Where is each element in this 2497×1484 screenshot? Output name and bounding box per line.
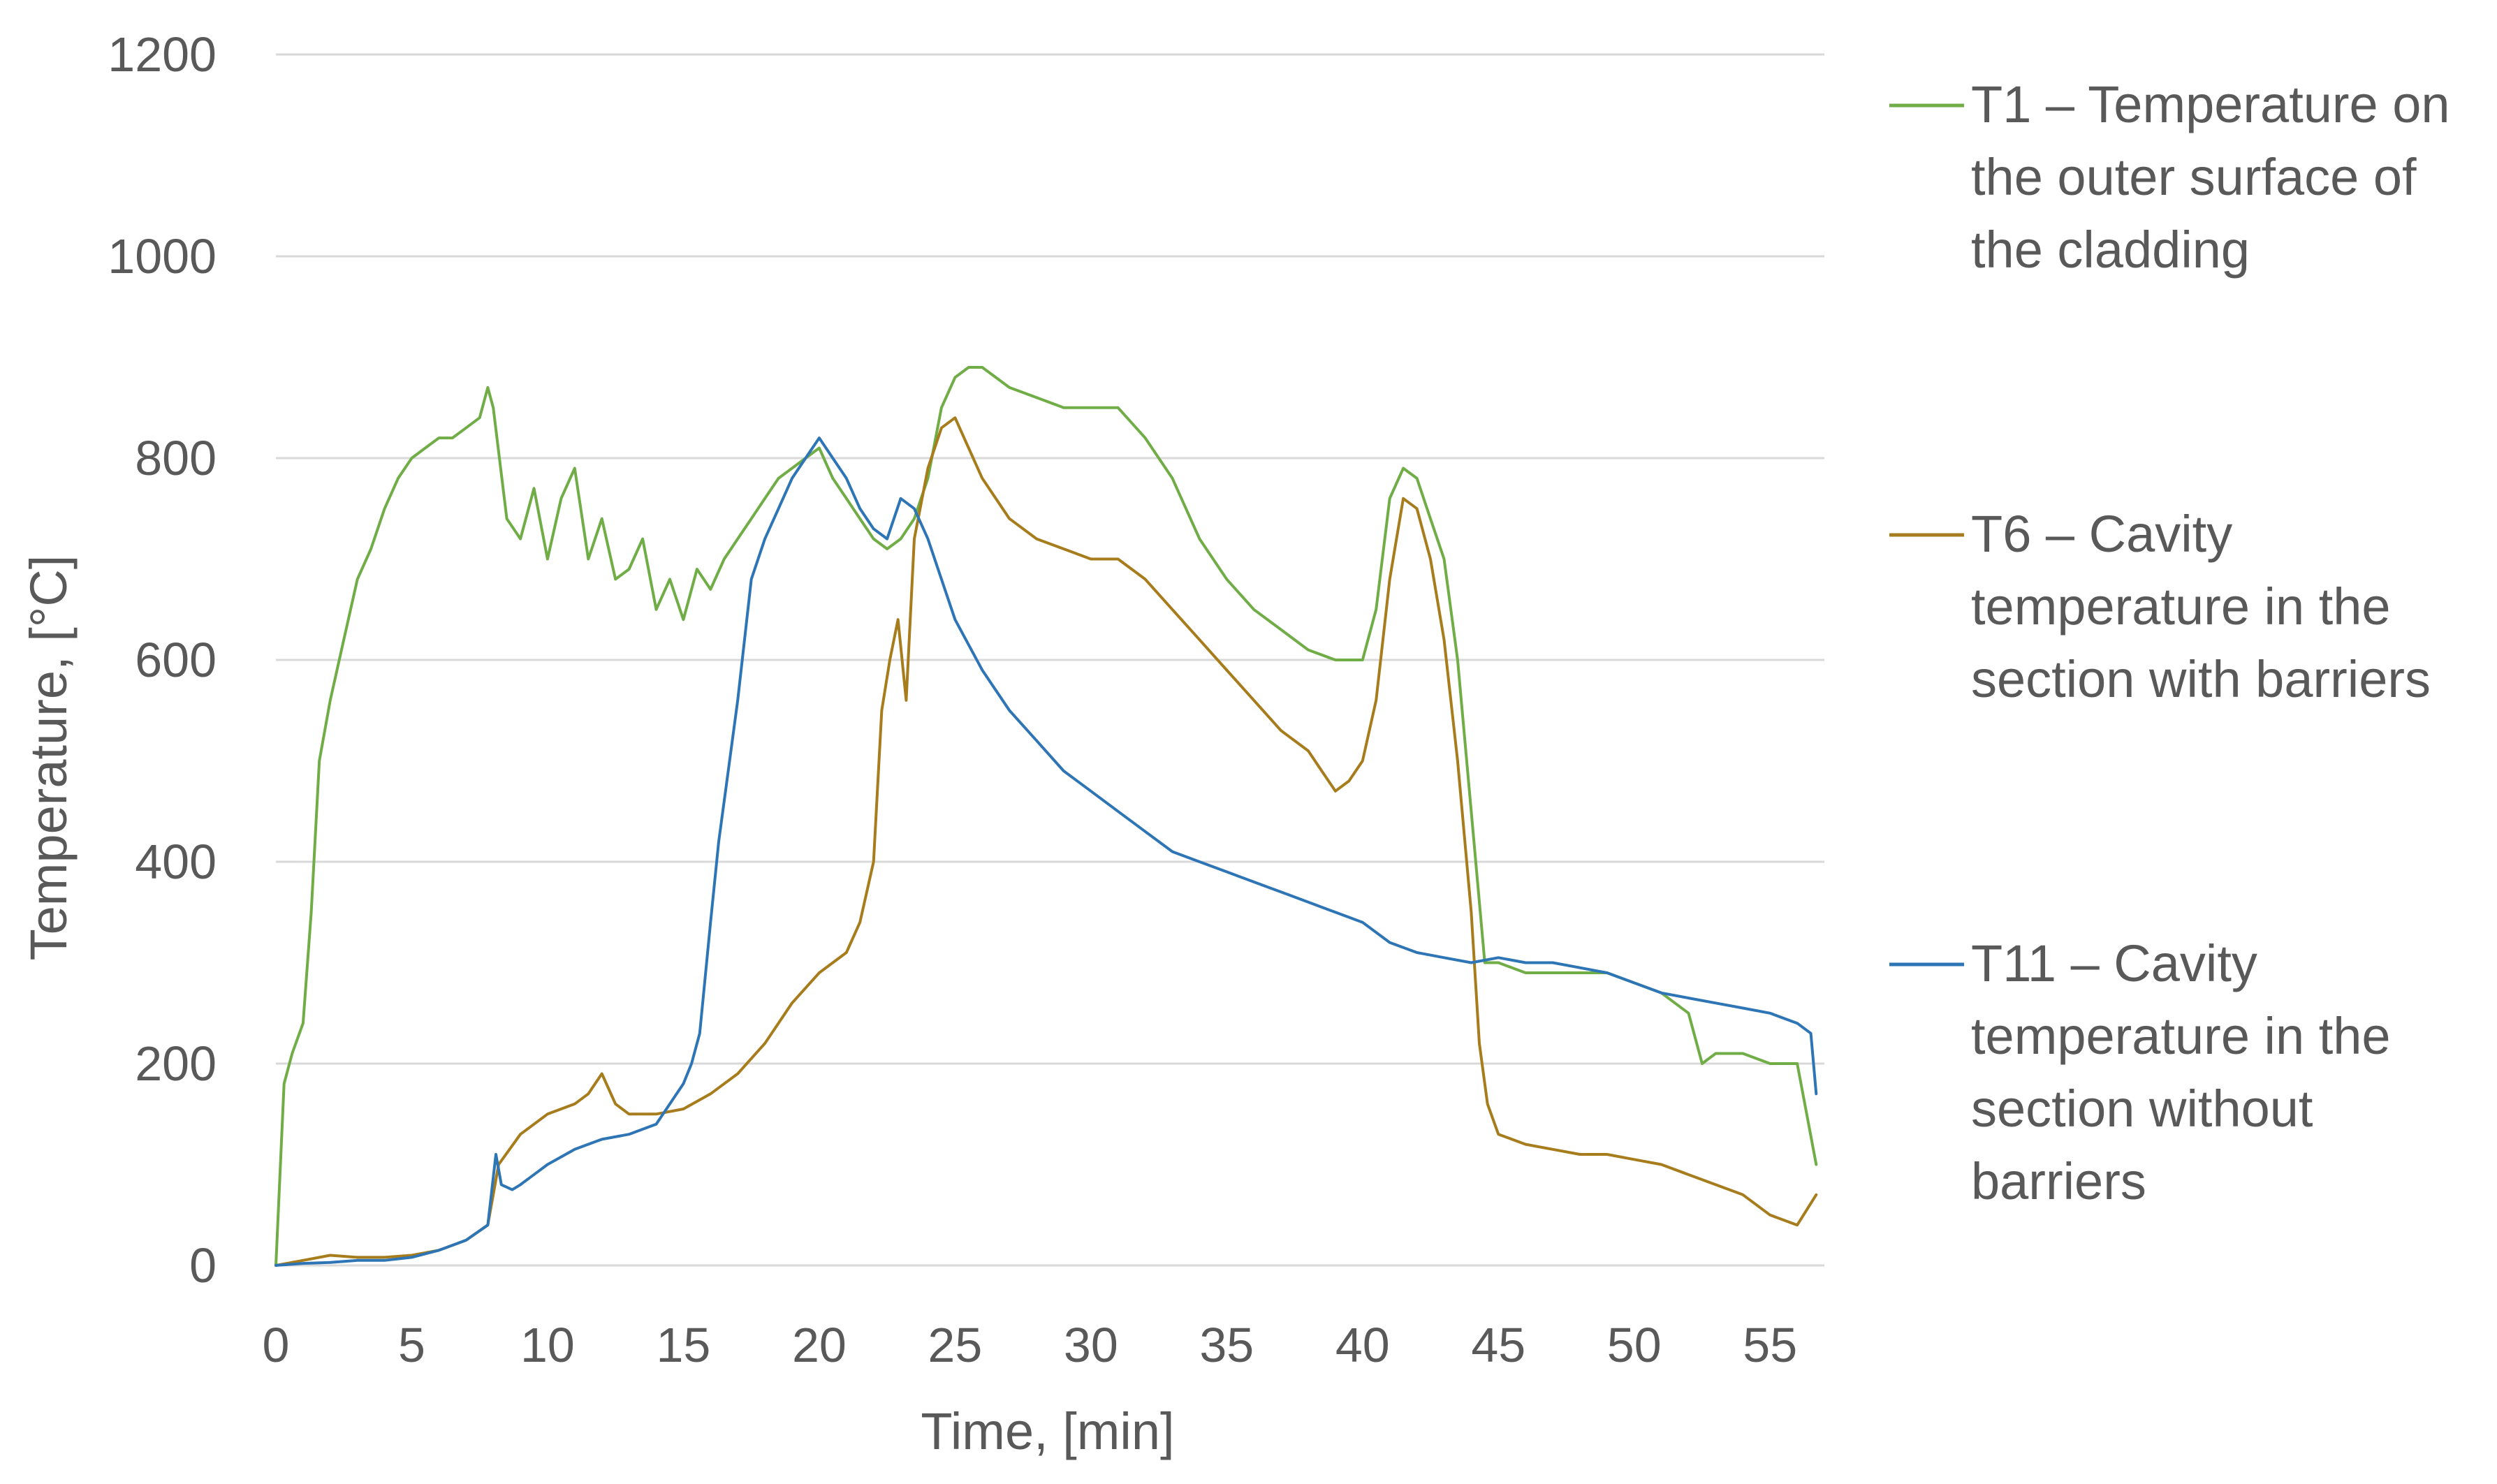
x-tick-label: 25 <box>928 1318 982 1372</box>
legend-label: temperature in the <box>1971 1007 2391 1065</box>
x-tick-label: 55 <box>1743 1318 1797 1372</box>
x-tick-label: 5 <box>398 1318 425 1372</box>
legend-label: barriers <box>1971 1152 2146 1210</box>
legend-label: T11 – Cavity <box>1971 934 2257 992</box>
legend: T1 – Temperature on the outer surface of t… <box>1889 75 2450 1210</box>
x-tick-label: 0 <box>263 1318 290 1372</box>
y-tick-label: 800 <box>135 431 217 485</box>
x-tick-label: 20 <box>792 1318 847 1372</box>
legend-label: section with barriers <box>1971 650 2431 708</box>
legend-label: the outer surface of <box>1971 148 2417 206</box>
y-tick-label: 1000 <box>108 229 217 284</box>
y-tick-label: 0 <box>189 1238 217 1293</box>
x-tick-label: 50 <box>1607 1318 1662 1372</box>
y-axis-tick-labels: 0 200 400 600 800 1000 1200 <box>108 27 217 1293</box>
y-axis-title: Temperature, [°C] <box>20 555 78 961</box>
x-tick-label: 30 <box>1064 1318 1118 1372</box>
legend-label: T6 – Cavity <box>1971 505 2232 563</box>
series-line-1 <box>274 366 1818 1267</box>
x-tick-label: 45 <box>1471 1318 1525 1372</box>
series-lines <box>274 366 1818 1267</box>
series-line-2 <box>274 416 1818 1267</box>
legend-label: section without <box>1971 1080 2313 1138</box>
y-tick-label: 200 <box>135 1036 217 1091</box>
y-tick-label: 400 <box>135 835 217 889</box>
y-tick-label: 600 <box>135 633 217 687</box>
x-tick-label: 15 <box>656 1318 710 1372</box>
x-tick-label: 35 <box>1199 1318 1254 1372</box>
legend-label: T1 – Temperature on <box>1971 75 2450 133</box>
x-axis-tick-labels: 0 5 10 15 20 25 30 35 40 45 50 55 <box>263 1318 1798 1372</box>
legend-label: the cladding <box>1971 221 2250 279</box>
x-tick-label: 10 <box>520 1318 575 1372</box>
gridlines <box>276 53 1824 1267</box>
x-axis-title: Time, [min] <box>921 1402 1174 1460</box>
series-line-3 <box>274 436 1818 1267</box>
legend-label: temperature in the <box>1971 578 2391 636</box>
y-tick-label: 1200 <box>108 27 217 82</box>
x-tick-label: 40 <box>1335 1318 1390 1372</box>
